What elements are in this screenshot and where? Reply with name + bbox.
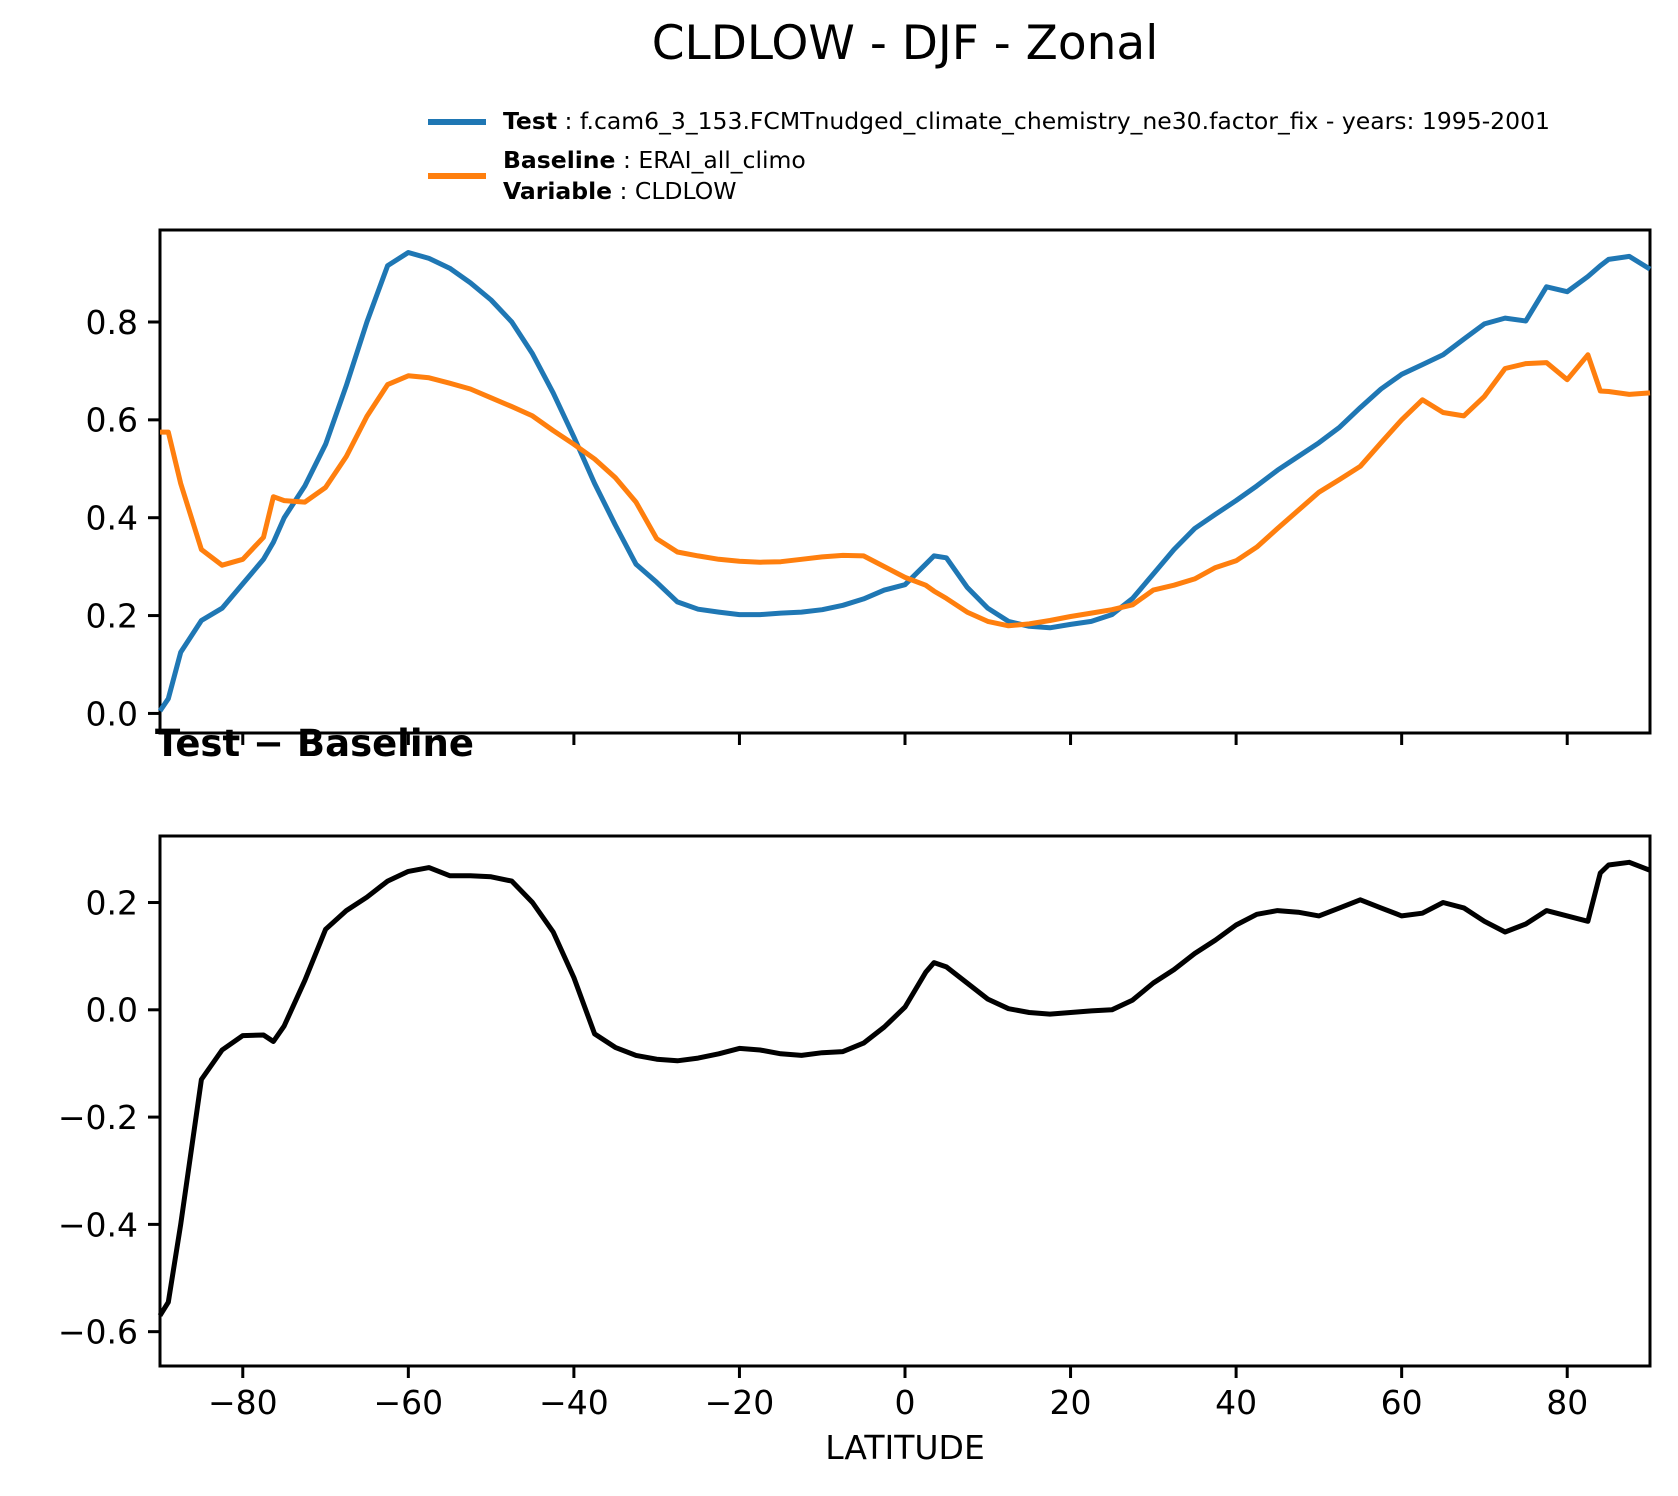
legend-variable-label: Variable bbox=[503, 177, 613, 205]
y-tick-label: −0.6 bbox=[58, 1313, 138, 1352]
legend-baseline-label: Baseline bbox=[503, 146, 616, 174]
test-line-swatch bbox=[428, 118, 486, 125]
legend-variable-row: Variable : CLDLOW bbox=[503, 176, 806, 207]
legend-item-baseline: Baseline : ERAI_all_climo Variable : CLD… bbox=[428, 145, 1550, 207]
y-tick-label: −0.4 bbox=[58, 1205, 138, 1244]
legend-variable-value: : CLDLOW bbox=[612, 177, 737, 205]
legend-test-value: : f.cam6_3_153.FCMTnudged_climate_chemis… bbox=[557, 107, 1550, 135]
legend-item-test: Test : f.cam6_3_153.FCMTnudged_climate_c… bbox=[428, 106, 1550, 137]
y-tick-label: 0.0 bbox=[86, 991, 138, 1030]
y-tick-label: 0.0 bbox=[86, 694, 138, 733]
top-panel: 0.0 0.2 0.4 0.6 0.8 bbox=[86, 228, 1652, 745]
baseline-line bbox=[160, 352, 1651, 629]
y-tick-label: 0.8 bbox=[86, 303, 138, 342]
y-tick-label: 0.2 bbox=[86, 596, 138, 635]
y-tick-label: 0.6 bbox=[86, 401, 138, 440]
legend-baseline-row: Baseline : ERAI_all_climo bbox=[503, 145, 806, 176]
y-tick-label: 0.2 bbox=[86, 883, 138, 922]
difference-panel: 0.2 0.0 −0.2 −0.4 −0.6 −80 −60 −40 −20 0 20 40 60 80 bbox=[58, 834, 1652, 1422]
x-tick-label: −60 bbox=[374, 1383, 444, 1422]
legend-baseline-variable-text: Baseline : ERAI_all_climo Variable : CLD… bbox=[503, 145, 806, 207]
axes-box bbox=[158, 228, 1652, 735]
test-line bbox=[157, 250, 1652, 713]
x-tick-label: −40 bbox=[539, 1383, 609, 1422]
x-tick-label: 20 bbox=[1050, 1383, 1092, 1422]
x-tick-label: 0 bbox=[895, 1383, 916, 1422]
x-tick-label: 60 bbox=[1381, 1383, 1423, 1422]
y-tick-label: 0.4 bbox=[86, 499, 138, 538]
x-tick-label: 40 bbox=[1215, 1383, 1257, 1422]
x-tick-label: 80 bbox=[1546, 1383, 1588, 1422]
legend-test-text: Test : f.cam6_3_153.FCMTnudged_climate_c… bbox=[503, 106, 1550, 137]
x-axis-label: LATITUDE bbox=[825, 1428, 985, 1467]
x-tick-label: −20 bbox=[705, 1383, 775, 1422]
axes-box bbox=[158, 834, 1652, 1368]
baseline-line-swatch bbox=[428, 173, 486, 179]
chart-title: CLDLOW - DJF - Zonal bbox=[651, 16, 1159, 71]
x-tick-label: −80 bbox=[208, 1383, 278, 1422]
difference-line bbox=[157, 859, 1651, 1317]
legend: Test : f.cam6_3_153.FCMTnudged_climate_c… bbox=[428, 106, 1550, 215]
legend-baseline-value: : ERAI_all_climo bbox=[615, 146, 806, 174]
y-tick-label: −0.2 bbox=[58, 1098, 138, 1137]
legend-test-label: Test bbox=[503, 107, 558, 135]
difference-panel-title: Test − Baseline bbox=[155, 722, 474, 765]
